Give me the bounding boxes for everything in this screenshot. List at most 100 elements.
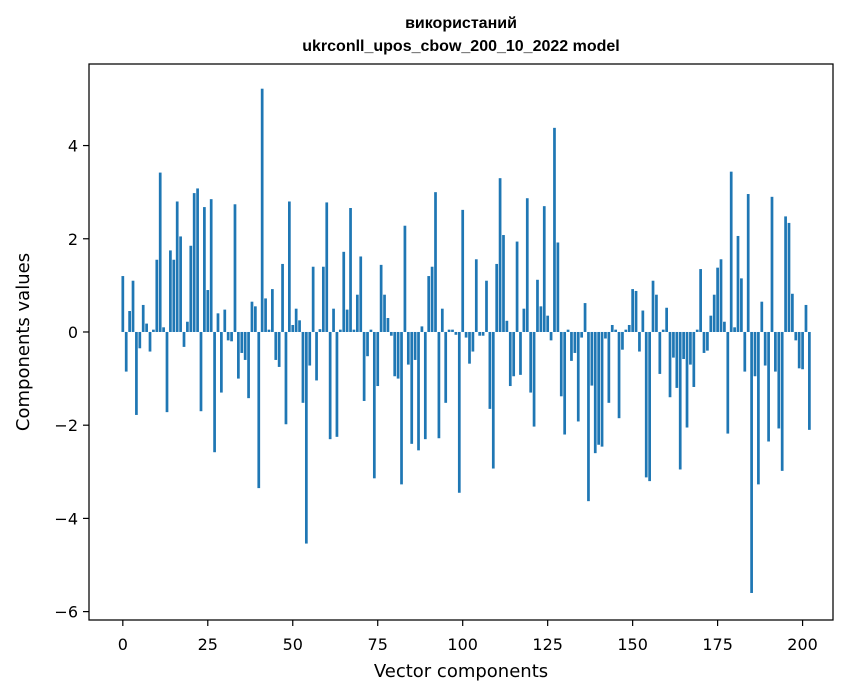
bar-153: [641, 310, 645, 332]
bar-88: [420, 326, 424, 332]
bar-71: [362, 331, 366, 401]
bar-92: [434, 192, 437, 332]
bar-94: [440, 308, 444, 332]
bar-81: [396, 331, 400, 379]
bar-172: [706, 331, 709, 351]
y-tick-label: 4: [68, 137, 78, 156]
bar-146: [617, 331, 621, 419]
bar-8: [148, 331, 152, 352]
bar-190: [767, 331, 770, 442]
bar-185: [750, 331, 753, 593]
bar-200: [801, 331, 804, 370]
bar-166: [685, 331, 689, 428]
bar-72: [366, 331, 369, 357]
bar-19: [186, 321, 189, 332]
bar-55: [308, 331, 312, 366]
bar-126: [549, 331, 553, 341]
bar-132: [570, 331, 573, 361]
bar-9: [152, 329, 155, 332]
bar-4: [135, 331, 138, 415]
bar-177: [723, 321, 726, 332]
bar-93: [437, 331, 441, 439]
bar-11: [158, 172, 162, 332]
x-tick-label: 125: [532, 635, 563, 654]
bar-75: [376, 331, 380, 387]
bar-162: [672, 331, 675, 358]
y-tick-label: 0: [68, 323, 78, 342]
bar-179: [729, 171, 733, 332]
bar-99: [457, 331, 461, 493]
y-axis-ticks: −6 −4 −2 0 2 4: [54, 137, 89, 622]
bar-45: [274, 331, 278, 360]
bar-70: [359, 256, 363, 332]
bar-127: [553, 127, 556, 332]
bar-30: [223, 309, 227, 332]
bar-90: [427, 276, 431, 332]
bar-24: [203, 207, 206, 332]
bar-154: [644, 331, 648, 478]
bar-60: [325, 202, 329, 332]
bar-119: [525, 198, 529, 332]
bar-133: [573, 331, 577, 353]
bar-139: [593, 331, 597, 454]
bar-73: [369, 329, 373, 332]
bar-54: [304, 331, 308, 544]
bar-97: [451, 329, 454, 332]
bar-65: [342, 251, 346, 332]
bar-1: [124, 331, 128, 372]
bar-28: [216, 313, 220, 332]
bar-82: [400, 331, 403, 485]
bar-137: [587, 331, 590, 502]
bar-131: [566, 329, 570, 332]
bar-17: [179, 236, 182, 332]
bar-197: [791, 293, 794, 332]
bar-150: [631, 289, 634, 332]
bar-145: [614, 329, 618, 332]
bar-0: [121, 276, 125, 332]
x-tick-label: 200: [787, 635, 818, 654]
bar-62: [332, 308, 335, 332]
bar-161: [668, 331, 672, 398]
bar-201: [804, 304, 808, 332]
bar-140: [597, 331, 601, 445]
bar-194: [780, 331, 784, 471]
x-tick-label: 0: [118, 635, 128, 654]
bar-6: [141, 304, 145, 332]
bar-10: [155, 259, 159, 332]
bar-13: [165, 331, 169, 413]
bar-26: [209, 199, 213, 332]
bar-173: [709, 315, 713, 332]
bar-84: [406, 331, 410, 365]
bar-110: [495, 263, 499, 332]
bar-61: [328, 331, 332, 440]
bar-195: [784, 216, 787, 332]
bar-120: [529, 331, 533, 393]
bar-66: [345, 309, 349, 332]
bar-112: [502, 235, 505, 332]
bar-180: [733, 327, 736, 332]
bar-25: [206, 290, 210, 332]
bar-109: [491, 331, 495, 469]
bar-171: [702, 331, 706, 353]
bar-107: [485, 280, 488, 332]
bar-98: [454, 331, 458, 335]
bar-156: [651, 280, 655, 332]
bar-31: [226, 331, 230, 341]
bar-165: [682, 331, 685, 360]
bar-79: [389, 331, 393, 336]
bar-104: [474, 259, 478, 332]
bar-168: [692, 331, 696, 387]
bar-113: [505, 320, 509, 332]
bar-198: [794, 331, 798, 341]
x-axis-ticks: 0 25 50 75 100 125 150 175 200: [118, 620, 818, 654]
bar-51: [294, 308, 298, 332]
bar-58: [318, 329, 322, 332]
bar-116: [515, 241, 519, 332]
bar-175: [716, 267, 719, 332]
bar-184: [746, 194, 750, 332]
bar-50: [291, 324, 295, 332]
bar-7: [145, 323, 148, 332]
bar-46: [277, 331, 281, 367]
bar-12: [162, 327, 165, 332]
